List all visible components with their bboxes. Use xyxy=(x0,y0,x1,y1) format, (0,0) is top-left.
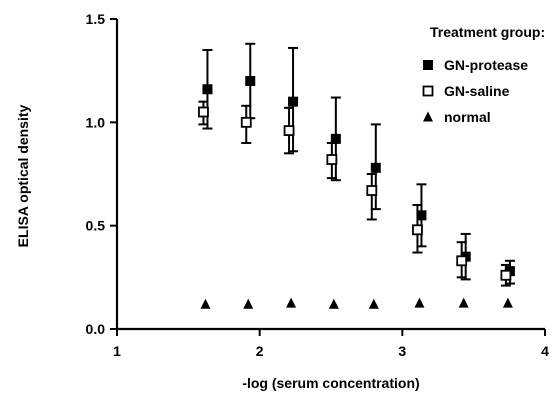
data-point-gn-saline xyxy=(283,125,295,136)
series-gn-protease xyxy=(202,42,515,285)
legend: Treatment group: GN-protease GN-saline norm… xyxy=(422,24,545,125)
data-point-normal xyxy=(328,298,339,309)
legend-marker xyxy=(423,60,433,70)
data-point-gn-saline xyxy=(456,255,468,267)
series-normal xyxy=(200,297,513,309)
data-point-gn-saline xyxy=(500,269,512,281)
x-axis-label: -log (serum concentration) xyxy=(242,375,419,391)
data-point-normal xyxy=(243,298,254,309)
axes xyxy=(115,19,545,331)
y-tick-label: 0.5 xyxy=(86,218,106,234)
data-point-normal xyxy=(200,298,211,309)
legend-label: GN-saline xyxy=(444,83,510,99)
legend-label: normal xyxy=(444,109,491,125)
data-point-gn-saline xyxy=(366,185,378,196)
x-tick-label: 3 xyxy=(398,343,406,359)
data-point-gn-saline xyxy=(326,154,338,165)
x-tick-label: 1 xyxy=(113,343,121,359)
data-point-gn-protease xyxy=(245,76,256,86)
y-tick-label: 0.0 xyxy=(86,321,106,337)
legend-marker xyxy=(422,85,434,97)
data-marks xyxy=(198,42,515,309)
ticks: 0.0 0.5 1.0 1.5 1 2 3 4 xyxy=(86,11,550,359)
data-point-gn-saline xyxy=(240,116,252,128)
data-point-normal xyxy=(368,298,379,309)
y-axis-label: ELISA optical density xyxy=(15,104,31,247)
x-tick-label: 2 xyxy=(256,343,264,359)
data-point-normal xyxy=(458,297,469,308)
x-tick-label: 4 xyxy=(541,343,549,359)
legend-label: GN-protease xyxy=(444,57,528,73)
data-point-normal xyxy=(502,297,513,308)
data-point-normal xyxy=(414,297,425,308)
data-point-gn-protease xyxy=(370,162,381,173)
y-tick-label: 1.5 xyxy=(86,11,106,27)
data-point-normal xyxy=(286,297,297,308)
data-point-gn-protease xyxy=(288,96,299,107)
y-tick-label: 1.0 xyxy=(86,114,106,130)
data-point-gn-saline xyxy=(412,224,423,236)
data-point-gn-saline xyxy=(198,106,209,118)
legend-title: Treatment group: xyxy=(430,24,545,40)
data-point-gn-protease xyxy=(202,84,213,95)
series-gn-saline xyxy=(198,100,512,287)
legend-marker xyxy=(423,111,433,122)
